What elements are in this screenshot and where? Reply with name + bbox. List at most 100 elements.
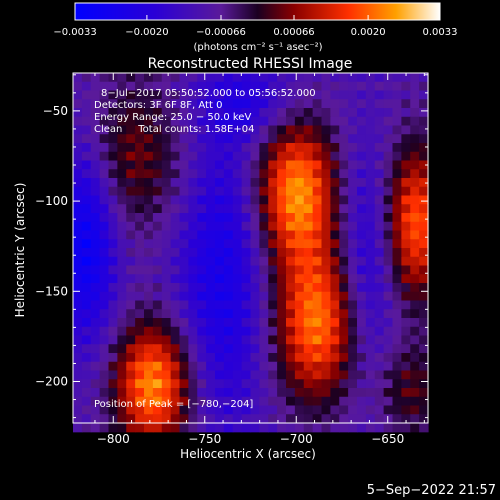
heatmap-cell [241, 353, 252, 363]
heatmap-cell [99, 353, 110, 363]
heatmap-cell [321, 309, 331, 319]
heatmap-cell [152, 125, 163, 135]
heatmap-cell [321, 151, 331, 162]
heatmap-cell [410, 125, 420, 135]
heatmap-cell [135, 134, 145, 144]
heatmap-cell [250, 108, 260, 118]
heatmap-cell [179, 221, 189, 232]
heatmap-cell [206, 99, 216, 109]
heatmap-cell [339, 344, 349, 354]
heatmap-cell [392, 291, 402, 302]
heatmap-cell [206, 195, 216, 205]
heatmap-cell [117, 99, 127, 109]
heatmap-cell [170, 99, 181, 109]
heatmap-cell [303, 396, 314, 407]
heatmap-cell [81, 221, 92, 232]
heatmap-cell [259, 423, 269, 433]
heatmap-cell [348, 186, 358, 197]
heatmap-cell [348, 73, 358, 83]
heatmap-cell [392, 335, 402, 345]
heatmap-cell [188, 151, 198, 162]
heatmap-cell [215, 248, 225, 258]
heatmap-cell [339, 396, 349, 407]
heatmap-cell [81, 353, 92, 363]
heatmap-cell [277, 178, 287, 188]
heatmap-cell [232, 125, 243, 135]
heatmap-cell [152, 169, 163, 179]
heatmap-cell [286, 169, 296, 179]
heatmap-cell [330, 318, 340, 328]
heatmap-cell [410, 204, 420, 214]
heatmap-cell [419, 186, 429, 197]
heatmap-cell [126, 169, 136, 179]
heatmap-cell [223, 204, 234, 214]
heatmap-cell [330, 396, 340, 407]
heatmap-cell [223, 379, 234, 389]
heatmap-cell [259, 230, 269, 240]
heatmap-cell [392, 344, 402, 354]
heatmap-cell [188, 134, 198, 144]
heatmap-cell [161, 335, 172, 345]
heatmap-cell [152, 221, 163, 232]
heatmap-cell [179, 414, 189, 424]
heatmap-cell [410, 151, 420, 162]
heatmap-cell [232, 178, 243, 188]
heatmap-cell [179, 344, 189, 354]
heatmap-cell [152, 186, 163, 197]
heatmap-cell [357, 256, 367, 267]
heatmap-cell [365, 265, 376, 275]
heatmap-cell [268, 414, 278, 424]
heatmap-cell [197, 265, 207, 275]
heatmap-cell [339, 230, 349, 240]
heatmap-cell [365, 326, 376, 337]
heatmap-cell [374, 99, 385, 109]
heatmap-cell [170, 143, 181, 153]
heatmap-cell [339, 414, 349, 424]
heatmap-cell [348, 405, 358, 415]
heatmap-image [73, 73, 429, 433]
heatmap-cell [268, 388, 278, 398]
heatmap-cell [126, 291, 136, 302]
heatmap-cell [410, 326, 420, 337]
heatmap-cell [179, 300, 189, 310]
colorbar-unit-label: (photons cm⁻² s⁻¹ asec⁻²) [193, 42, 322, 53]
heatmap-cell [348, 134, 358, 144]
heatmap-cell [268, 265, 278, 275]
heatmap-cell [81, 379, 92, 389]
heatmap-cell [339, 379, 349, 389]
heatmap-cell [197, 405, 207, 415]
heatmap-cell [357, 90, 367, 100]
heatmap-cell [179, 204, 189, 214]
heatmap-cell [339, 388, 349, 398]
heatmap-cell [357, 169, 367, 179]
heatmap-cell [303, 283, 314, 293]
heatmap-cell [303, 318, 314, 328]
heatmap-cell [73, 379, 83, 389]
heatmap-cell [268, 230, 278, 240]
heatmap-cell [303, 379, 314, 389]
heatmap-cell [312, 81, 323, 92]
heatmap-cell [321, 335, 331, 345]
heatmap-cell [197, 213, 207, 223]
heatmap-cell [73, 291, 83, 302]
heatmap-cell [330, 353, 340, 363]
heatmap-cell [410, 318, 420, 328]
heatmap-cell [161, 396, 172, 407]
heatmap-cell [312, 370, 323, 380]
heatmap-cell [135, 99, 145, 109]
heatmap-cell [401, 353, 411, 363]
heatmap-cell [215, 256, 225, 267]
heatmap-cell [357, 326, 367, 337]
heatmap-cell [241, 335, 252, 345]
heatmap-cell [330, 239, 340, 249]
heatmap-cell [117, 423, 127, 433]
heatmap-cell [259, 134, 269, 144]
heatmap-cell [99, 423, 110, 433]
heatmap-cell [144, 134, 154, 144]
heatmap-cell [268, 283, 278, 293]
heatmap-cell [206, 116, 216, 127]
heatmap-cell [241, 134, 252, 144]
heatmap-cell [161, 274, 172, 284]
heatmap-cell [223, 99, 234, 109]
